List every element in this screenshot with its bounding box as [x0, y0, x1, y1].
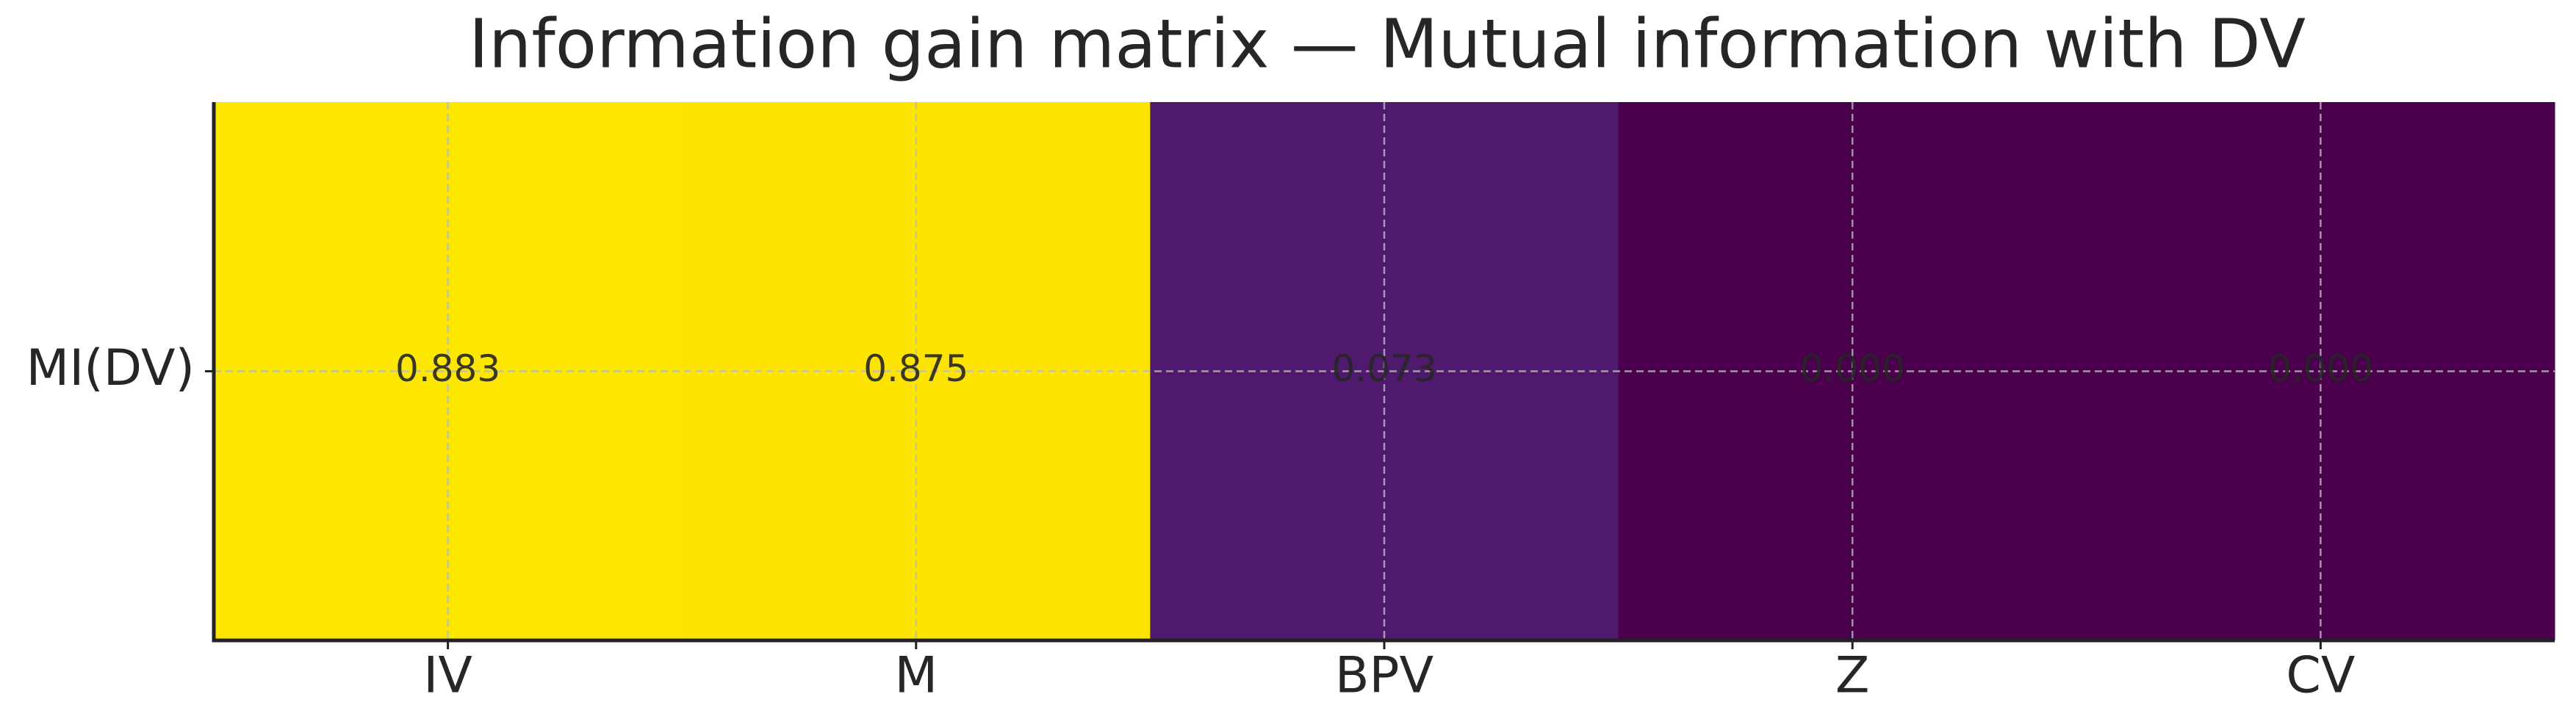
cell-label: 0.000	[2268, 347, 2373, 390]
cell-label: 0.875	[863, 347, 968, 390]
cell-label: 0.073	[1331, 347, 1436, 390]
x-tick-label: Z	[1835, 647, 1870, 705]
x-tick-label: M	[894, 647, 938, 705]
chart-title: Information gain matrix — Mutual informa…	[469, 4, 2306, 83]
x-tick-label: IV	[423, 647, 472, 705]
x-tick-label: CV	[2286, 647, 2355, 705]
cell-label: 0.883	[395, 347, 500, 390]
x-tick-label: BPV	[1335, 647, 1433, 705]
y-tick-label: MI(DV)	[26, 339, 195, 397]
axis-spine	[212, 102, 2555, 643]
cell-label: 0.000	[1800, 347, 1905, 390]
